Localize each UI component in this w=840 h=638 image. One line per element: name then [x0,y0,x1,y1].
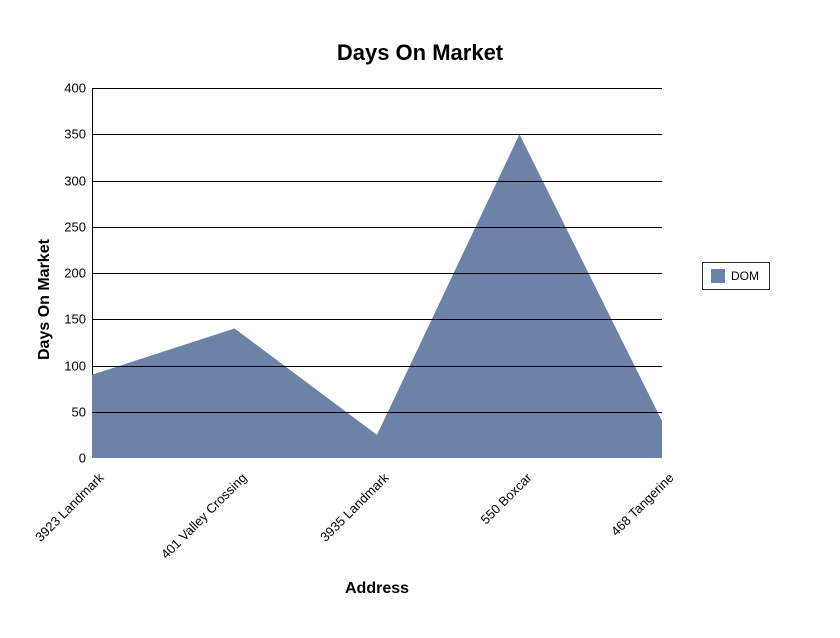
legend-label: DOM [731,269,759,283]
area-path [92,134,662,458]
legend: DOM [702,262,770,290]
x-tick-label: 3935 Landmark [240,470,392,622]
y-tick-label: 300 [52,173,86,188]
y-tick-label: 350 [52,127,86,142]
plot-area [92,88,662,458]
y-tick-label: 0 [52,451,86,466]
chart-title: Days On Market [0,40,840,66]
y-tick-label: 200 [52,266,86,281]
x-tick-label: 550 Boxcar [382,470,534,622]
grid-line [92,88,662,89]
grid-line [92,227,662,228]
y-axis-label: Days On Market [36,239,54,360]
y-tick-label: 400 [52,81,86,96]
x-tick-label: 3923 Landmark [0,470,107,622]
grid-line [92,181,662,182]
grid-line [92,134,662,135]
y-tick-label: 150 [52,312,86,327]
legend-swatch [711,269,725,283]
grid-line [92,366,662,367]
grid-line [92,412,662,413]
grid-line [92,319,662,320]
x-axis-label: Address [92,580,662,598]
chart-container: Days On Market Days On Market Address DO… [0,0,840,638]
x-tick-label: 401 Valley Crossing [97,470,249,622]
x-tick-label: 468 Tangerine [525,470,677,622]
y-tick-label: 50 [52,404,86,419]
grid-line [92,273,662,274]
y-tick-label: 100 [52,358,86,373]
y-tick-label: 250 [52,219,86,234]
